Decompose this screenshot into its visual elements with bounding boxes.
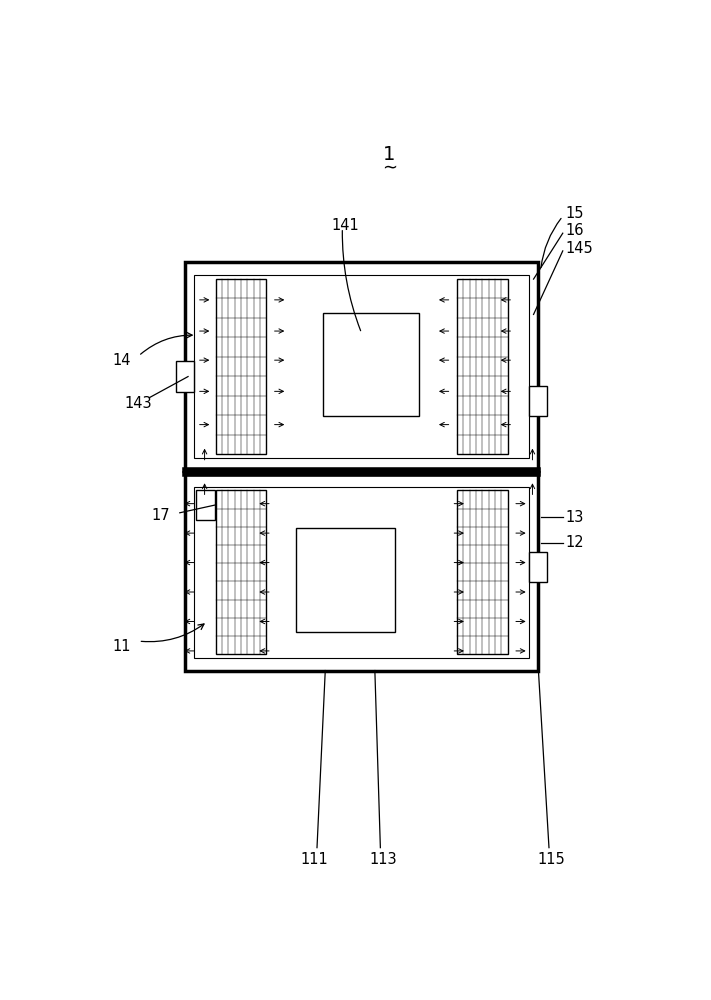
- Bar: [215, 279, 267, 454]
- Text: 12: 12: [565, 535, 584, 550]
- Text: 11: 11: [112, 639, 132, 654]
- Text: 13: 13: [565, 510, 584, 525]
- Text: 141: 141: [331, 218, 359, 233]
- Text: 145: 145: [565, 241, 593, 256]
- Bar: [215, 490, 267, 654]
- Bar: [457, 490, 508, 654]
- Bar: [296, 528, 395, 632]
- Bar: [194, 275, 529, 458]
- Bar: [529, 386, 547, 416]
- Bar: [186, 262, 538, 470]
- Text: 113: 113: [369, 852, 397, 867]
- Bar: [176, 361, 194, 392]
- Text: 14: 14: [112, 353, 132, 368]
- Bar: [457, 279, 508, 454]
- Text: 17: 17: [151, 508, 170, 523]
- Bar: [529, 552, 547, 582]
- Bar: [186, 474, 538, 671]
- Bar: [194, 487, 529, 658]
- Text: 115: 115: [538, 852, 566, 867]
- Text: 16: 16: [565, 223, 584, 238]
- Text: 15: 15: [565, 206, 584, 221]
- Text: 1: 1: [383, 145, 395, 164]
- Text: 143: 143: [124, 396, 152, 411]
- Text: 111: 111: [300, 852, 328, 867]
- Text: ∼: ∼: [382, 160, 397, 178]
- Bar: [323, 312, 419, 416]
- Bar: [196, 490, 215, 520]
